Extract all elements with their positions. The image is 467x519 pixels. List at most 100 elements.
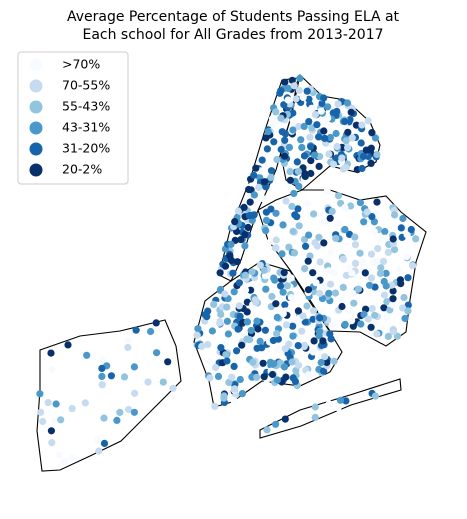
- school-dot: [98, 381, 106, 389]
- school-dot: [326, 133, 334, 142]
- school-dot: [334, 404, 342, 412]
- school-dot: [310, 210, 318, 218]
- school-dot: [389, 328, 397, 336]
- school-dot: [44, 399, 52, 407]
- school-dot: [39, 417, 47, 426]
- school-dot: [169, 384, 177, 392]
- school-dot: [124, 337, 132, 345]
- school-dot: [400, 293, 408, 302]
- school-dot: [52, 400, 60, 408]
- legend-marker: [29, 163, 43, 177]
- school-dot: [210, 300, 218, 308]
- school-dot: [397, 280, 405, 288]
- school-dot: [298, 143, 306, 152]
- school-dot: [99, 356, 107, 364]
- school-dot: [289, 126, 297, 134]
- school-dot: [326, 280, 335, 288]
- school-dot: [401, 314, 409, 322]
- legend-marker: [29, 142, 43, 156]
- school-dot: [389, 287, 397, 295]
- school-dot: [348, 317, 356, 325]
- school-dot: [229, 269, 237, 277]
- school-dot: [300, 343, 308, 351]
- school-dot: [328, 207, 336, 215]
- school-dot: [211, 402, 219, 410]
- school-dot: [334, 100, 342, 108]
- school-dot: [318, 307, 326, 315]
- school-dot: [268, 292, 276, 301]
- school-dot: [307, 157, 315, 165]
- school-dot: [271, 121, 279, 129]
- school-dot: [371, 392, 379, 400]
- school-dot: [407, 225, 415, 234]
- school-dot: [286, 176, 294, 184]
- chart-title: Each school for All Grades from 2013-201…: [82, 27, 383, 43]
- school-dot: [334, 192, 343, 200]
- school-dot: [270, 360, 278, 368]
- school-dot: [390, 246, 399, 254]
- school-dot: [47, 349, 55, 357]
- chart-title: Average Percentage of Students Passing E…: [67, 9, 400, 25]
- school-dot: [289, 227, 297, 235]
- school-dot: [328, 321, 336, 329]
- school-dot: [260, 373, 268, 381]
- school-dot: [248, 268, 256, 276]
- school-dot: [304, 257, 312, 265]
- school-dot: [288, 202, 296, 210]
- school-dot: [281, 136, 289, 144]
- school-dot: [217, 344, 225, 352]
- school-dot: [301, 318, 309, 326]
- school-dot: [107, 372, 115, 380]
- school-dot: [281, 415, 289, 423]
- school-dot: [100, 414, 108, 422]
- school-dot: [370, 228, 378, 236]
- school-dot: [250, 171, 258, 179]
- school-dot: [412, 235, 420, 243]
- school-dot: [389, 235, 397, 243]
- school-dot: [293, 213, 301, 221]
- school-dot: [83, 351, 91, 359]
- school-dot: [399, 214, 407, 223]
- school-dot: [281, 301, 289, 309]
- school-dot: [267, 173, 275, 181]
- school-dot: [371, 134, 380, 142]
- school-dot: [397, 224, 405, 232]
- school-dot: [233, 347, 241, 355]
- school-dot: [164, 358, 172, 366]
- school-dot: [384, 332, 392, 340]
- school-dot: [204, 341, 212, 349]
- school-dot: [310, 337, 318, 345]
- school-dot: [282, 197, 290, 205]
- school-dot: [132, 326, 140, 334]
- school-dot: [272, 300, 280, 308]
- school-dot: [260, 266, 268, 274]
- school-dot: [273, 155, 281, 164]
- school-dot: [299, 312, 307, 320]
- school-dot: [233, 258, 241, 266]
- school-dot: [346, 264, 354, 272]
- school-dot: [357, 139, 365, 147]
- school-dot: [280, 363, 289, 371]
- school-dot: [61, 458, 69, 466]
- school-dot: [364, 315, 372, 323]
- school-dot: [344, 128, 352, 136]
- school-dot: [241, 271, 249, 279]
- school-dot: [272, 209, 280, 217]
- school-dot: [404, 307, 412, 315]
- school-dot: [234, 207, 242, 215]
- school-dot: [339, 255, 347, 263]
- school-dot: [270, 138, 278, 146]
- school-dot: [230, 396, 238, 404]
- school-dot: [320, 94, 328, 102]
- school-dot: [235, 279, 243, 287]
- school-dot: [55, 451, 63, 459]
- school-dot: [341, 225, 349, 234]
- school-dot: [319, 218, 327, 226]
- school-dot: [381, 228, 389, 236]
- school-dot: [284, 84, 292, 92]
- school-dot: [253, 317, 261, 325]
- school-dot: [287, 294, 295, 302]
- school-dot: [403, 231, 411, 239]
- school-dot: [268, 115, 276, 123]
- school-dot: [144, 378, 152, 386]
